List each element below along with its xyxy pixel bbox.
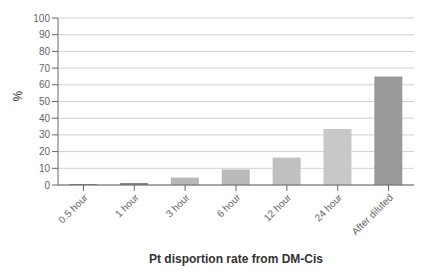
svg-text:24 hour: 24 hour (312, 191, 344, 223)
svg-text:10: 10 (39, 163, 51, 174)
svg-text:Pt disportion rate from DM-Cis: Pt disportion rate from DM-Cis (149, 252, 323, 266)
svg-text:50: 50 (39, 96, 51, 107)
svg-text:80: 80 (39, 46, 51, 57)
svg-text:6 hour: 6 hour (215, 191, 243, 219)
svg-text:After diluted: After diluted (349, 192, 395, 238)
svg-text:30: 30 (39, 129, 51, 140)
svg-text:40: 40 (39, 113, 51, 124)
svg-text:100: 100 (33, 13, 50, 24)
svg-text:0: 0 (44, 180, 50, 191)
svg-text:0.5 hour: 0.5 hour (56, 191, 90, 225)
svg-text:%: % (11, 91, 25, 102)
svg-text:1 hour: 1 hour (113, 191, 141, 219)
svg-text:60: 60 (39, 79, 51, 90)
svg-text:90: 90 (39, 29, 51, 40)
svg-text:70: 70 (39, 63, 51, 74)
svg-text:3 hour: 3 hour (164, 191, 192, 219)
svg-text:20: 20 (39, 146, 51, 157)
svg-text:12 hour: 12 hour (262, 191, 294, 223)
